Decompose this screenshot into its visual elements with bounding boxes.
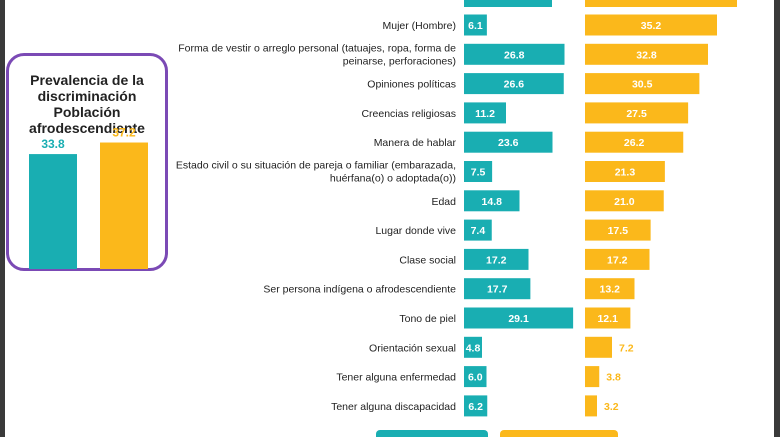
legend-pill-teal: [376, 430, 488, 437]
category-label: Manera de hablar: [374, 137, 457, 149]
bar-teal: [464, 14, 487, 36]
value-label-gold: 13.2: [600, 284, 621, 296]
bar-gold: [585, 278, 635, 300]
bar-top-cutoff-teal: [464, 0, 552, 7]
bar-gold: [585, 248, 650, 270]
bar-gold: [585, 131, 684, 153]
bar-teal: [464, 307, 574, 329]
bar-gold: [585, 190, 664, 212]
value-label-gold: 21.3: [615, 167, 636, 179]
bar-teal: [464, 248, 529, 270]
summary-value-gold: 37.2: [112, 126, 136, 140]
frame-right-edge: [774, 0, 780, 437]
category-label: Edad: [431, 196, 456, 208]
bar-teal: [464, 366, 487, 388]
value-label-teal: 7.4: [471, 225, 486, 237]
summary-title: Prevalencia de la discriminación Poblaci…: [9, 72, 165, 136]
value-label-teal: 17.7: [487, 284, 508, 296]
bar-teal: [464, 131, 553, 153]
value-label-teal: 7.5: [471, 167, 486, 179]
category-label: Tener alguna enfermedad: [336, 372, 456, 384]
value-label-gold: 17.5: [608, 225, 629, 237]
frame-left-edge: [0, 0, 5, 437]
bar-gold: [585, 336, 612, 358]
value-label-teal: 6.0: [468, 372, 483, 384]
bar-teal: [464, 102, 506, 124]
bar-teal: [464, 336, 482, 358]
value-label-gold: 17.2: [607, 254, 628, 266]
value-label-teal: 14.8: [482, 196, 503, 208]
category-label: Mujer (Hombre): [382, 20, 456, 32]
category-label: Orientación sexual: [369, 342, 456, 354]
bar-gold: [585, 73, 700, 95]
category-label: Forma de vestir o arreglo personal (tatu…: [178, 42, 456, 67]
bar-teal: [464, 190, 520, 212]
bar-gold: [585, 161, 665, 182]
value-label-teal: 23.6: [498, 137, 519, 149]
bar-gold: [585, 366, 600, 388]
bar-teal: [464, 43, 565, 65]
bar-gold: [585, 395, 597, 417]
bar-teal: [464, 219, 492, 241]
value-label-gold: 21.0: [614, 196, 635, 208]
value-label-gold: 26.2: [624, 137, 645, 149]
summary-title-line: discriminación: [37, 88, 137, 104]
category-label: Tener alguna discapacidad: [331, 401, 456, 413]
bar-gold: [585, 14, 717, 36]
value-label-gold: 12.1: [597, 313, 618, 325]
value-label-gold: 3.2: [604, 401, 619, 413]
category-label: Estado civil o su situación de pareja o …: [176, 160, 456, 185]
bar-teal: [464, 73, 564, 95]
bar-top-cutoff-gold: [585, 0, 737, 7]
category-label: Creencias religiosas: [361, 108, 456, 120]
value-label-teal: 4.8: [466, 342, 481, 354]
summary-bar-gold: [100, 142, 148, 269]
value-label-gold: 35.2: [641, 20, 662, 32]
summary-title-line: afrodescendiente: [29, 120, 145, 136]
value-label-gold: 7.2: [619, 342, 634, 354]
value-label-teal: 26.8: [504, 49, 525, 61]
value-label-teal: 29.1: [508, 313, 529, 325]
value-label-gold: 3.8: [606, 372, 621, 384]
value-label-gold: 32.8: [636, 49, 657, 61]
value-label-teal: 6.1: [468, 20, 483, 32]
value-label-teal: 11.2: [475, 108, 495, 120]
summary-title-line: Población: [53, 104, 121, 120]
bar-teal: [464, 395, 488, 417]
value-label-gold: 27.5: [626, 108, 647, 120]
bar-teal: [464, 278, 531, 300]
category-label: Opiniones políticas: [367, 79, 456, 91]
legend-pill-gold: [500, 430, 618, 437]
category-label: Ser persona indígena o afrodescendiente: [263, 284, 456, 296]
value-label-teal: 17.2: [486, 254, 507, 266]
bar-teal: [464, 161, 493, 182]
category-label: Lugar donde vive: [375, 225, 456, 237]
value-label-gold: 30.5: [632, 79, 653, 91]
category-label: Tono de piel: [399, 313, 456, 325]
category-label: Clase social: [399, 254, 456, 266]
bar-gold: [585, 307, 631, 329]
bar-gold: [585, 102, 689, 124]
summary-bar-teal: [29, 154, 77, 269]
summary-value-teal: 33.8: [41, 137, 65, 151]
bar-gold: [585, 43, 708, 65]
bar-gold: [585, 219, 651, 241]
summary-title-line: Prevalencia de la: [30, 72, 144, 88]
value-label-teal: 26.6: [504, 79, 525, 91]
value-label-teal: 6.2: [468, 401, 483, 413]
